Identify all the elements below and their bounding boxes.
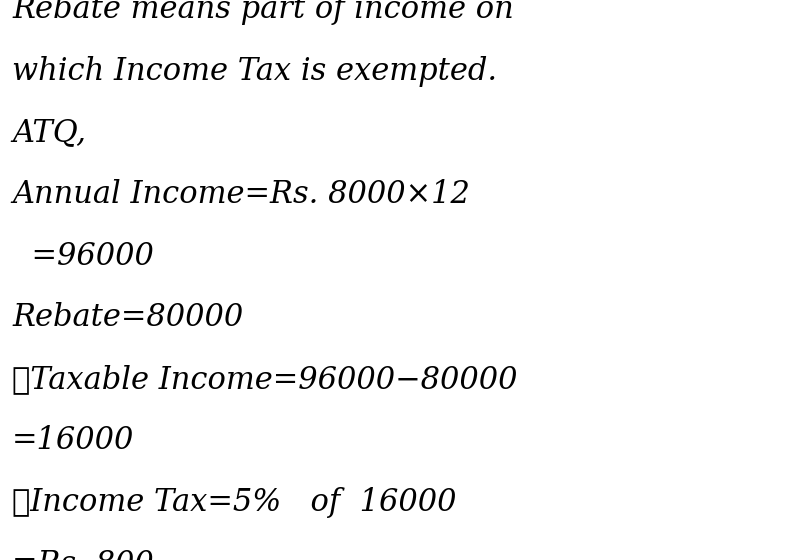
Text: =16000: =16000 bbox=[12, 426, 134, 456]
Text: =96000: =96000 bbox=[12, 241, 154, 272]
Text: Rebate means part of income on: Rebate means part of income on bbox=[12, 0, 514, 25]
Text: Annual Income=Rs. 8000×12: Annual Income=Rs. 8000×12 bbox=[12, 179, 470, 210]
Text: =Rs. 800.: =Rs. 800. bbox=[12, 549, 163, 560]
Text: ATQ,: ATQ, bbox=[12, 118, 86, 148]
Text: ∴Income Tax=5%   of  16000: ∴Income Tax=5% of 16000 bbox=[12, 487, 457, 518]
Text: ∴Taxable Income=96000−80000: ∴Taxable Income=96000−80000 bbox=[12, 364, 518, 395]
Text: Rebate=80000: Rebate=80000 bbox=[12, 302, 243, 333]
Text: which Income Tax is exempted.: which Income Tax is exempted. bbox=[12, 56, 497, 87]
